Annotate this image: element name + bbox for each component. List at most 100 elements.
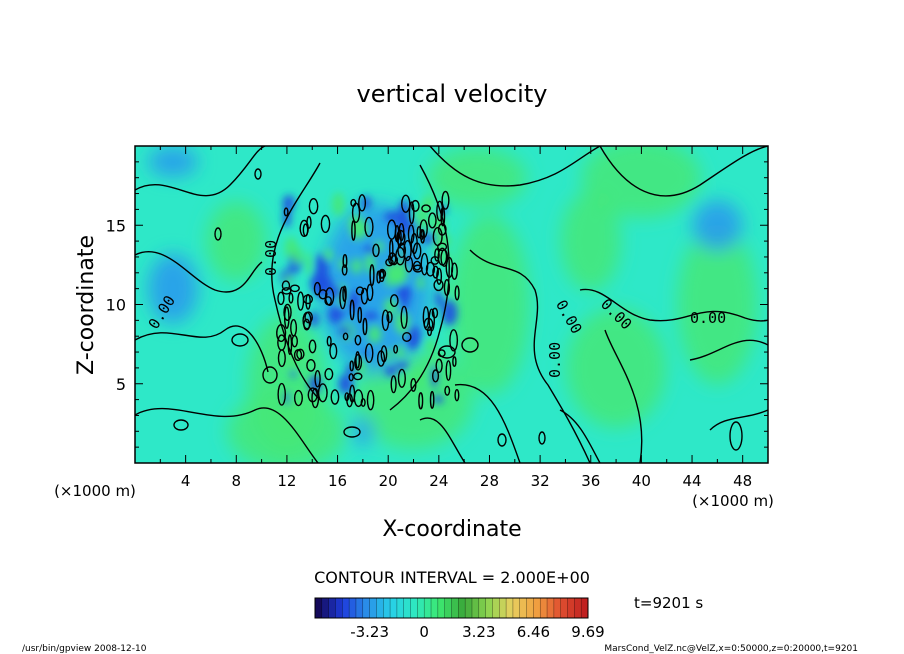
core-cell <box>367 325 382 344</box>
core-contour <box>385 258 394 267</box>
colorbar-cell <box>485 598 493 618</box>
core-contour <box>421 204 431 213</box>
chart-title: vertical velocity <box>357 80 548 108</box>
shade-negative <box>692 200 743 251</box>
core-contour <box>297 291 305 311</box>
colorbar-cell <box>465 598 473 618</box>
colorbar-cell <box>553 598 562 618</box>
colorbar-cell <box>540 598 548 618</box>
core-contour <box>454 285 460 301</box>
core-contour <box>407 224 415 244</box>
core-contour <box>429 390 435 409</box>
core-cell <box>421 195 436 211</box>
core-cell <box>385 365 397 377</box>
core-contour <box>410 377 417 392</box>
core-contour <box>341 264 348 276</box>
core-contour <box>431 307 439 319</box>
core-contour <box>324 367 334 381</box>
shade-negative <box>147 253 198 324</box>
colorbar-cell <box>451 598 459 618</box>
core-cell <box>363 311 379 321</box>
y-tick-label: 10 <box>106 296 126 315</box>
colorbar-cell <box>567 598 575 618</box>
x-tick-label: 16 <box>328 472 347 490</box>
footer-left: /usr/bin/gpview 2008-12-10 <box>22 644 147 654</box>
core-cell <box>305 251 312 276</box>
core-contour <box>366 389 375 411</box>
y-axis-label: Z-coordinate <box>74 235 99 375</box>
core-contour <box>277 291 285 306</box>
core-contour <box>434 248 440 262</box>
core-contour <box>276 324 287 343</box>
core-contour <box>425 261 436 277</box>
core-contour <box>452 356 457 368</box>
shade-positive <box>206 201 267 282</box>
colorbar-cell <box>417 598 425 618</box>
colorbar-cell <box>321 598 330 618</box>
contour-label: 0.00 <box>546 342 564 378</box>
y-tick-label: 5 <box>116 375 126 394</box>
core-contour <box>288 292 294 304</box>
colorbar-cell <box>533 598 541 618</box>
core-contour <box>376 270 382 284</box>
core-contour <box>433 279 444 292</box>
core-cell <box>282 194 296 211</box>
core-contour <box>313 281 321 296</box>
colorbar-cell <box>560 598 569 618</box>
core-contour <box>344 392 350 402</box>
core-cell <box>285 359 300 372</box>
core-contour <box>293 349 303 362</box>
y-tick-label: 15 <box>106 216 126 235</box>
core-contour <box>443 278 451 296</box>
core-contour <box>349 384 356 403</box>
core-contour <box>386 311 393 324</box>
core-cell <box>351 258 362 274</box>
core-contour <box>357 306 363 324</box>
core-contour <box>449 329 459 352</box>
core-contour <box>314 369 321 388</box>
shade-positive <box>560 191 621 292</box>
contour-interval-label: CONTOUR INTERVAL = 2.000E+00 <box>314 568 590 587</box>
core-contour <box>397 229 402 249</box>
x-tick-label: 24 <box>429 472 448 490</box>
x-tick-label: 36 <box>581 472 600 490</box>
x-tick-label: 12 <box>277 472 296 490</box>
core-cell <box>405 325 421 348</box>
core-contour <box>304 311 313 324</box>
core-cell <box>284 274 293 285</box>
core-cell <box>395 360 409 370</box>
colorbar-cell <box>431 598 439 618</box>
core-contour <box>342 332 349 341</box>
colorbar-cell <box>362 598 371 618</box>
x-tick-label: 28 <box>480 472 499 490</box>
core-contour <box>388 252 397 266</box>
core-contour <box>427 326 433 337</box>
colorbar-cell <box>547 598 555 618</box>
core-contour <box>402 331 412 342</box>
colorbar-cell <box>369 598 377 618</box>
core-contour <box>454 389 460 402</box>
core-cell <box>339 326 352 337</box>
colorbar-cell <box>424 598 432 618</box>
core-contour <box>308 339 317 354</box>
core-contour <box>432 265 439 279</box>
core-contour <box>444 385 451 396</box>
core-contour <box>289 284 300 293</box>
colorbar-cell <box>349 598 357 618</box>
core-contour <box>307 387 318 403</box>
contour-label: 0.00 <box>690 309 726 327</box>
colorbar-cell <box>335 598 343 618</box>
core-contour <box>283 306 290 329</box>
core-contour <box>381 309 390 331</box>
core-contour <box>350 198 357 207</box>
core-contour <box>360 398 366 407</box>
contour-lines <box>135 146 768 463</box>
core-contour <box>283 207 289 217</box>
core-contour <box>418 392 424 410</box>
core-contour <box>355 351 361 369</box>
core-contour <box>432 226 443 247</box>
colorbar-cell <box>315 598 323 618</box>
core-contour <box>441 190 450 210</box>
colorbar-cell <box>499 598 507 618</box>
colorbar-cell <box>390 598 398 618</box>
